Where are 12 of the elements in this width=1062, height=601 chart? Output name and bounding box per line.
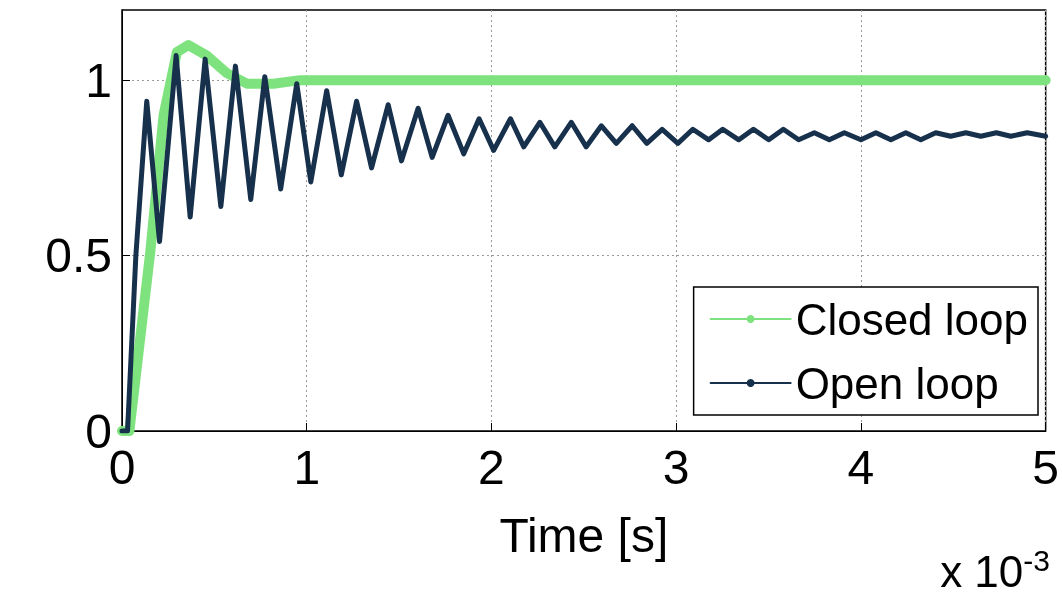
y-tick-label: 1 <box>85 53 112 107</box>
legend-label: Closed loop <box>795 294 1028 344</box>
x-tick-label: 5 <box>1032 440 1059 494</box>
x-tick-label: 1 <box>293 440 321 494</box>
x-tick-label: 2 <box>478 440 505 494</box>
x-axis-title: Time [s] <box>499 508 669 562</box>
legend-label: Open loop <box>795 358 999 408</box>
x-tick-label: 3 <box>662 440 690 494</box>
y-tick-label: 0 <box>85 404 112 458</box>
x-tick-label: 4 <box>847 440 875 494</box>
text: x 10$^{-3}$ <box>940 544 1050 597</box>
y-tick-label: 0.5 <box>45 229 112 283</box>
